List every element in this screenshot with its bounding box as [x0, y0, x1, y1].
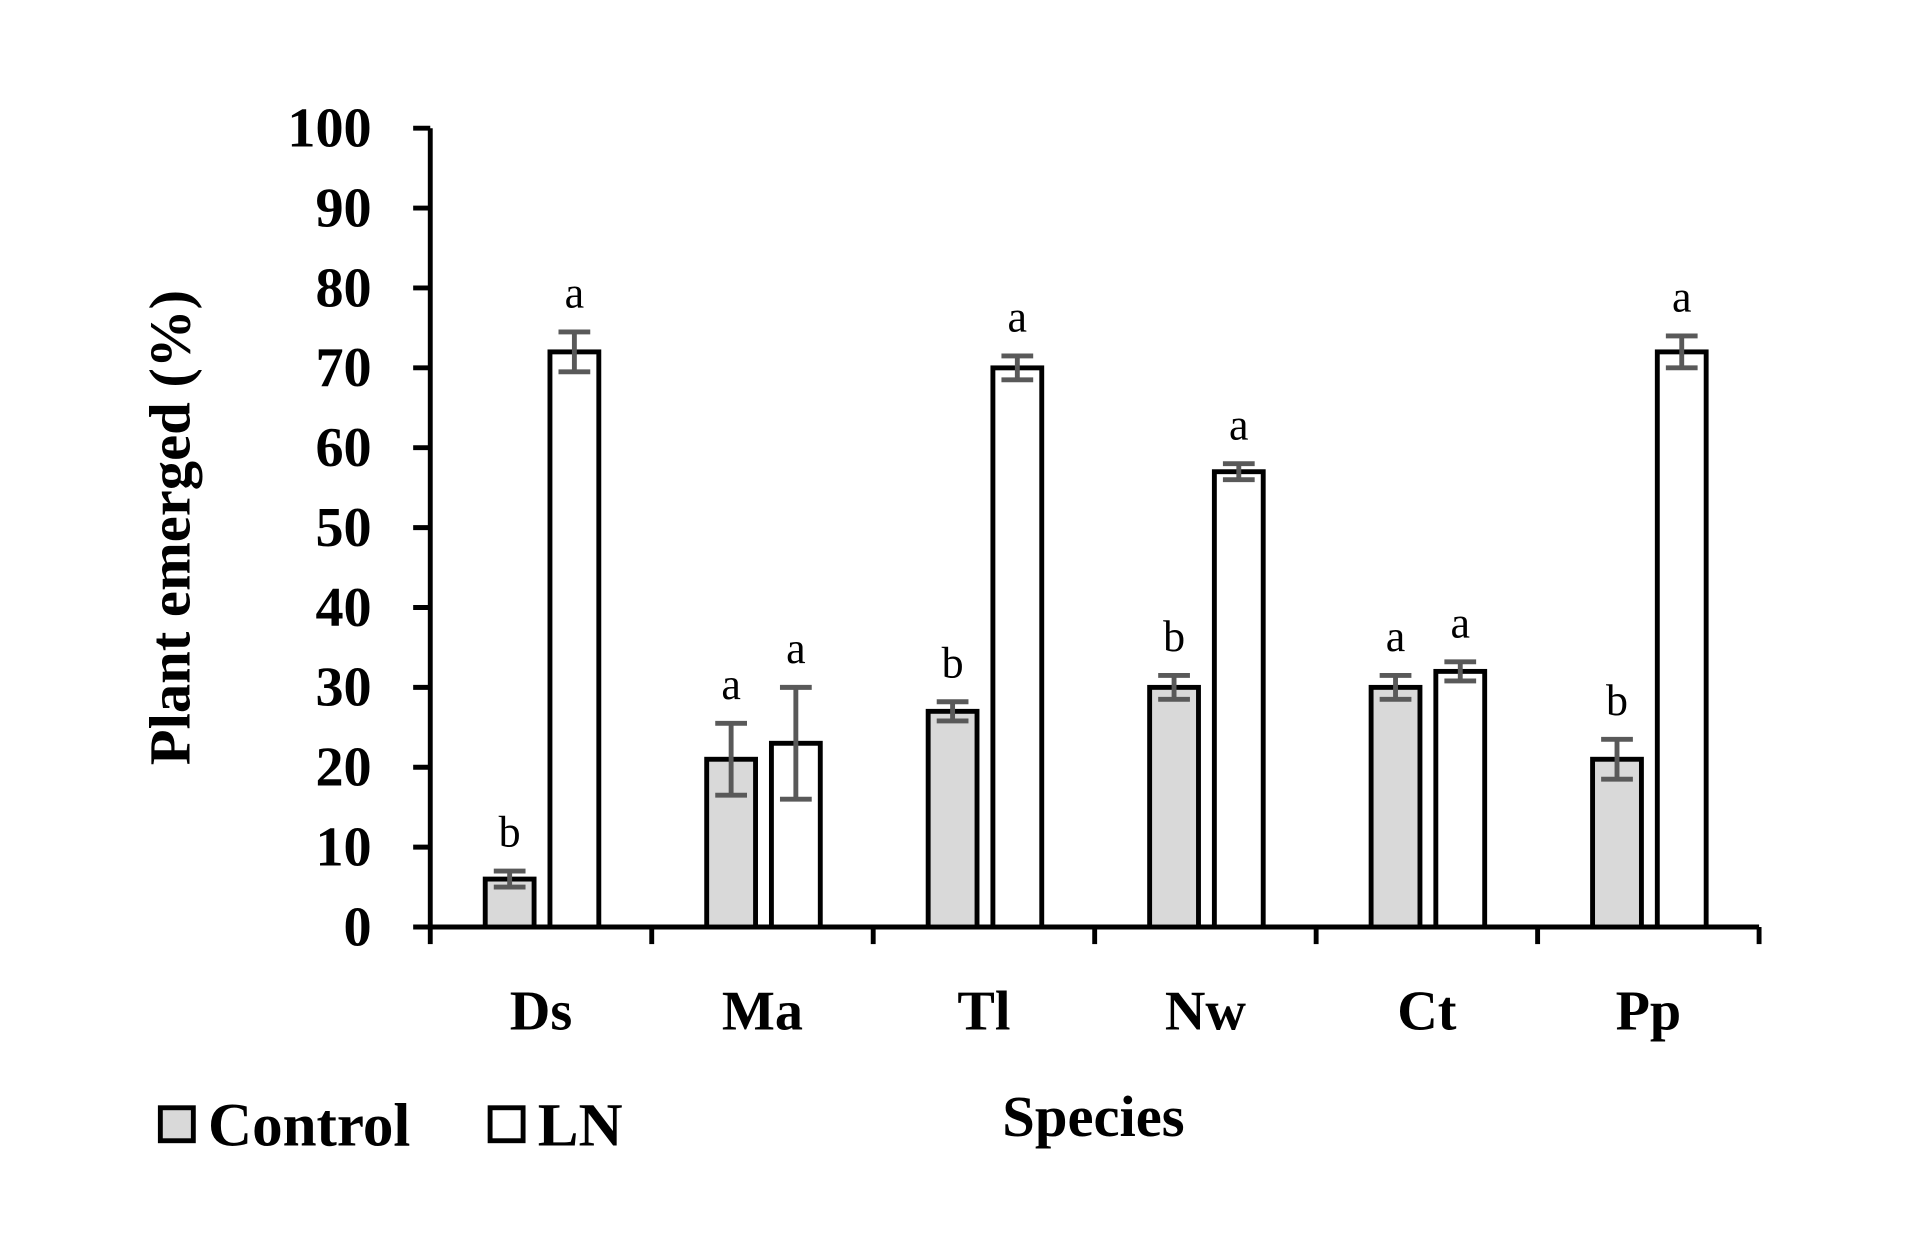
error-bar — [1158, 672, 1190, 702]
error-bar — [1222, 461, 1255, 483]
y-tick-label: 90 — [315, 177, 371, 239]
y-tick-label: 100 — [287, 98, 371, 160]
significance-letter: a — [1451, 598, 1471, 647]
bar-control — [1368, 684, 1423, 930]
y-tick-label: 60 — [315, 417, 371, 479]
y-tick-label: 40 — [315, 577, 371, 639]
error-bar — [558, 329, 591, 375]
legend-swatch-ln — [487, 1105, 526, 1144]
error-bar — [1665, 333, 1698, 371]
bar-control — [925, 708, 980, 930]
error-bar — [1379, 672, 1412, 702]
bar-control — [1590, 756, 1644, 930]
error-bar — [1444, 659, 1477, 684]
y-axis-title: Plant emerged (%) — [138, 290, 203, 765]
legend-label-ln: LN — [538, 1093, 623, 1160]
y-tick-label: 80 — [315, 257, 371, 319]
category-label: Ct — [1397, 981, 1457, 1043]
bar-ln — [547, 349, 602, 930]
bar-ln — [990, 365, 1045, 930]
significance-letter: a — [1386, 612, 1406, 661]
bar-control — [1147, 684, 1201, 930]
bar-ln — [1433, 668, 1488, 930]
y-tick-label: 50 — [315, 497, 371, 559]
category-label: Pp — [1616, 981, 1682, 1043]
significance-letter: a — [786, 624, 806, 673]
error-bar — [493, 868, 526, 890]
error-bar — [1001, 353, 1034, 383]
significance-letter: a — [721, 660, 741, 709]
significance-letter: b — [1163, 612, 1185, 661]
y-tick-label: 20 — [315, 737, 371, 799]
legend: Control LN — [157, 1093, 623, 1160]
category-label: Nw — [1165, 981, 1247, 1043]
y-tick-label: 10 — [315, 816, 371, 878]
significance-letter: a — [1008, 292, 1028, 341]
error-bar — [779, 684, 812, 802]
bar-ln — [1211, 469, 1266, 930]
y-tick-label: 30 — [315, 657, 371, 719]
error-bar — [715, 720, 747, 798]
bar-ln — [1654, 349, 1709, 930]
category-label: Tl — [957, 981, 1010, 1043]
significance-letter: b — [1606, 676, 1628, 725]
error-bar — [1601, 736, 1633, 782]
significance-letter: b — [942, 638, 964, 687]
significance-letter: a — [1672, 272, 1692, 321]
legend-label-control: Control — [208, 1093, 410, 1160]
x-axis-title: Species — [1002, 1084, 1184, 1149]
y-tick-label: 0 — [344, 896, 372, 958]
significance-letter: b — [499, 808, 521, 857]
y-tick-label: 70 — [315, 337, 371, 399]
category-label: Ma — [722, 981, 803, 1043]
significance-letter: a — [565, 268, 585, 317]
legend-swatch-control — [157, 1105, 196, 1144]
significance-letter: a — [1229, 400, 1249, 449]
error-bar — [936, 699, 969, 724]
category-label: Ds — [510, 981, 572, 1043]
